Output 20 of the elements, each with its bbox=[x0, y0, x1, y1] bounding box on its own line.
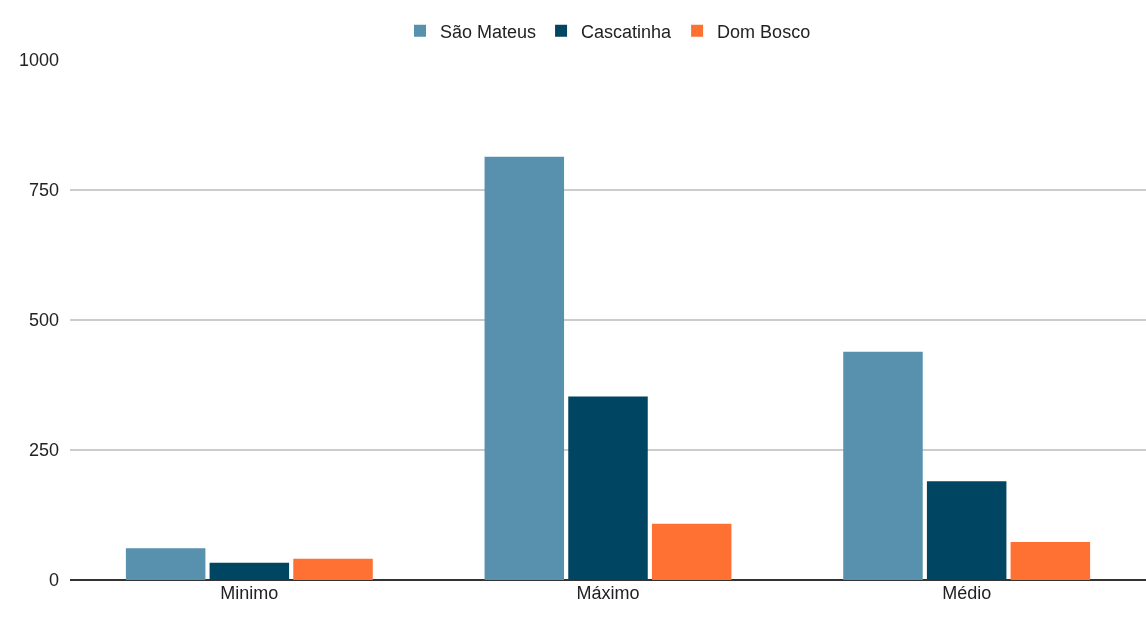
y-tick-label: 250 bbox=[28, 440, 59, 461]
y-tick-label: 1000 bbox=[18, 50, 59, 71]
bar bbox=[484, 156, 565, 580]
x-tick-label: Máximo bbox=[576, 583, 640, 603]
bar bbox=[651, 523, 732, 580]
x-tick-label: Médio bbox=[942, 583, 992, 603]
x-tick-label: Minimo bbox=[220, 583, 279, 603]
bar bbox=[209, 562, 290, 580]
legend-label: Cascatinha bbox=[581, 21, 673, 42]
bar bbox=[568, 396, 648, 580]
legend-label: São Mateus bbox=[440, 21, 537, 42]
y-tick-label: 500 bbox=[28, 310, 59, 331]
y-tick-label: 750 bbox=[28, 180, 59, 201]
bar bbox=[843, 351, 923, 580]
y-tick-label: 0 bbox=[48, 570, 59, 591]
bar bbox=[293, 558, 373, 580]
legend-label: Dom Bosco bbox=[717, 21, 811, 42]
bar bbox=[926, 481, 1007, 580]
bar bbox=[125, 548, 206, 580]
bar bbox=[1010, 542, 1091, 580]
